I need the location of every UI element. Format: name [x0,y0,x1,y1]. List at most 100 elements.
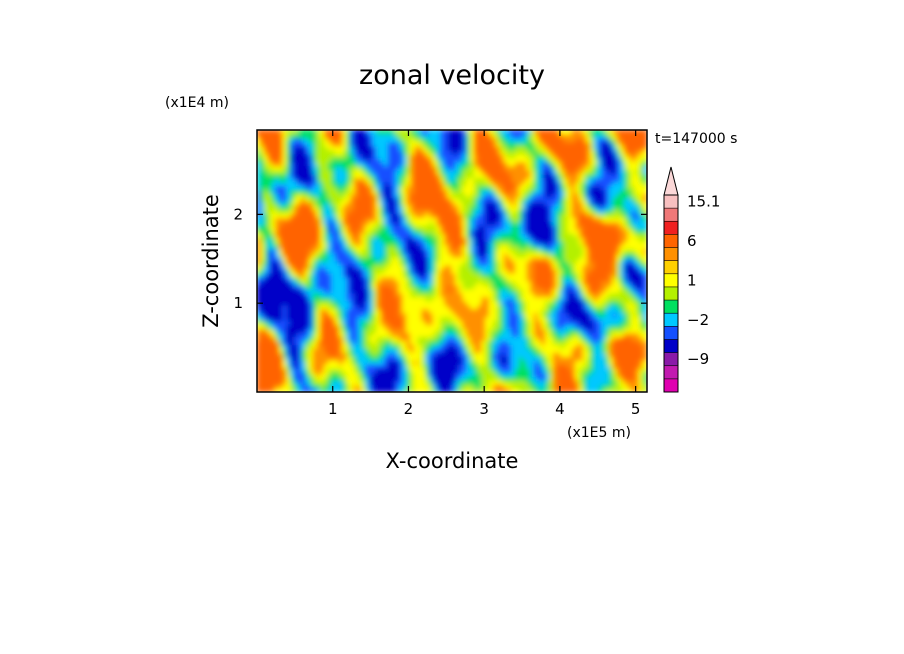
heatmap-cell [361,157,367,163]
heatmap-cell [530,184,536,191]
heatmap-cell [522,252,528,258]
heatmap-cell [507,327,513,334]
heatmap-cell [380,284,386,290]
heatmap-cell [293,363,299,369]
heatmap-cell [451,248,457,254]
heatmap-cell [338,387,344,392]
heatmap-cell [263,339,269,345]
heatmap-cell [477,379,483,385]
heatmap-cell [331,130,337,135]
heatmap-cell [275,157,281,163]
heatmap-cell [263,204,269,210]
heatmap-cell [428,379,434,385]
heatmap-cell [496,224,502,230]
heatmap-cell [346,331,352,338]
heatmap-cell [425,169,431,175]
heatmap-cell [511,184,517,191]
heatmap-cell [530,188,536,195]
heatmap-cell [492,188,498,195]
heatmap-cell [290,177,296,183]
heatmap-cell [515,375,521,381]
heatmap-cell [267,236,273,242]
heatmap-cell [350,375,356,381]
heatmap-cell [428,308,434,314]
heatmap-cell [537,280,543,286]
heatmap-cell [361,292,367,298]
heatmap-cell [338,228,344,234]
heatmap-cell [395,363,401,369]
heatmap-cell [380,260,386,266]
heatmap-cell [342,319,348,326]
heatmap-cell [492,153,498,159]
heatmap-cell [473,367,479,373]
heatmap-cell [365,379,371,385]
heatmap-cell [353,371,359,377]
heatmap-cell [515,216,521,222]
heatmap-cell [342,173,348,179]
heatmap-cell [267,327,273,334]
heatmap-cell [496,387,502,392]
heatmap-cell [432,260,438,266]
heatmap-cell [293,343,299,349]
heatmap-cell [282,284,288,290]
heatmap-cell [462,141,468,147]
heatmap-cell [458,196,464,203]
heatmap-cell [372,200,378,207]
heatmap-cell [323,288,329,294]
heatmap-cell [350,184,356,191]
heatmap-cell [263,308,269,314]
heatmap-cell [361,236,367,242]
heatmap-cell [293,387,299,392]
heatmap-cell [518,331,524,338]
heatmap-cell [275,228,281,234]
heatmap-cell [402,296,408,302]
heatmap-cell [488,204,494,210]
heatmap-cell [361,355,367,361]
heatmap-cell [290,327,296,334]
heatmap-cell [342,216,348,222]
heatmap-cell [503,232,509,238]
heatmap-cell [312,165,318,171]
heatmap-cell [365,184,371,191]
heatmap-cell [257,268,262,274]
heatmap-cell [331,268,337,274]
heatmap-cell [432,240,438,246]
heatmap-cell [380,216,386,222]
heatmap-cell [466,240,472,246]
heatmap-cell [526,220,532,226]
heatmap-cell [496,153,502,159]
heatmap-cell [308,284,314,290]
heatmap-cell [436,196,442,203]
heatmap-cell [290,181,296,187]
heatmap-cell [526,312,532,318]
heatmap-cell [286,244,292,250]
heatmap-cell [447,347,453,353]
heatmap-cell [383,268,389,274]
heatmap-cell [473,288,479,294]
heatmap-cell [421,212,427,218]
heatmap-cell [275,300,281,306]
heatmap-cell [443,220,449,226]
heatmap-cell [447,339,453,345]
heatmap-cell [368,157,374,163]
heatmap-cell [413,244,419,250]
heatmap-cell [522,236,528,242]
heatmap-cell [507,137,513,143]
heatmap-cell [451,363,457,369]
heatmap-cell [477,153,483,159]
heatmap-cell [342,331,348,338]
heatmap-cell [511,379,517,385]
heatmap-cell [312,284,318,290]
heatmap-cell [365,315,371,322]
heatmap-cell [417,312,423,318]
heatmap-cell [387,204,393,210]
heatmap-cell [308,256,314,262]
heatmap-cell [518,161,524,167]
heatmap-cell [383,232,389,238]
heatmap-cell [350,212,356,218]
heatmap-cell [305,169,311,175]
heatmap-cell [312,200,318,207]
heatmap-cell [305,308,311,314]
heatmap-cell [395,284,401,290]
heatmap-cell [395,367,401,373]
